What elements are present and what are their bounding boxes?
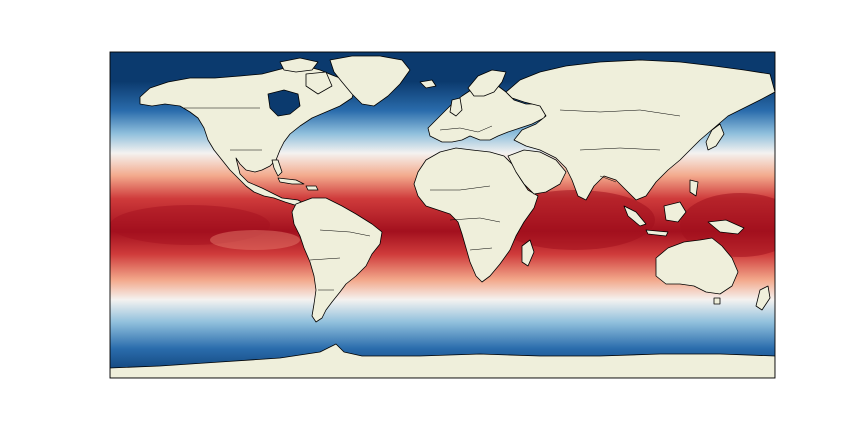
land-java (645, 229, 669, 237)
cold-tongue (210, 230, 300, 250)
land-madagascar (521, 239, 535, 267)
hudson-bay (267, 89, 301, 117)
land-borneo (663, 201, 687, 223)
land-arabia (507, 149, 567, 195)
land-new-guinea (707, 219, 745, 235)
land-greenland (329, 55, 411, 107)
land-scandinavia (467, 69, 507, 97)
land-new-zealand (755, 285, 771, 311)
land-cuba (277, 177, 305, 185)
land-africa (413, 147, 539, 283)
land-arctic-islands (279, 57, 319, 73)
land-japan (705, 123, 725, 151)
land-australia (655, 237, 739, 295)
land-antarctica (110, 343, 775, 378)
land-uk (449, 97, 463, 117)
land-masses (110, 55, 775, 378)
land-philippines (689, 179, 699, 197)
map-frame (109, 51, 776, 379)
land-baffin (305, 71, 333, 95)
land-tasmania (713, 297, 721, 305)
land-florida (271, 159, 283, 177)
country-borders (184, 107, 681, 291)
land-south-america (291, 197, 383, 323)
land-sumatra (623, 205, 647, 227)
land-hispaniola (305, 185, 319, 191)
land-iceland (419, 79, 437, 89)
land-north-america (139, 65, 356, 207)
land-asia (505, 59, 775, 201)
